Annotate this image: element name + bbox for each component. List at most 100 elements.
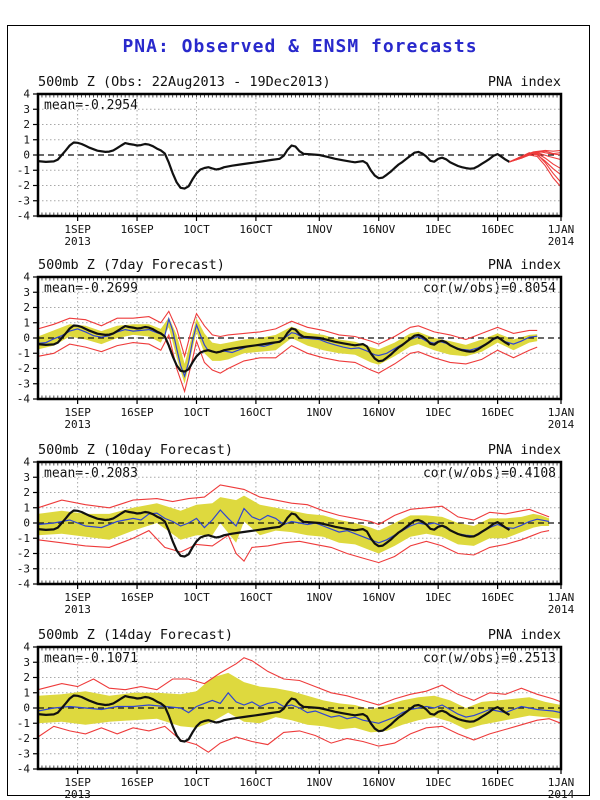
svg-text:1: 1 (23, 501, 30, 514)
panel-3-frame (36, 460, 563, 586)
svg-text:-4: -4 (17, 578, 31, 591)
panel-2-y-caption: PNA index (487, 257, 561, 273)
svg-text:1: 1 (23, 316, 30, 329)
svg-text:2: 2 (23, 301, 30, 314)
svg-text:1SEP: 1SEP (64, 406, 91, 419)
panel-4-y-caption: PNA index (487, 627, 561, 643)
panel-4-frame (36, 645, 563, 771)
svg-text:16NOV: 16NOV (362, 591, 395, 604)
svg-text:4: 4 (23, 456, 30, 469)
svg-text:3: 3 (23, 471, 30, 484)
svg-text:16NOV: 16NOV (362, 776, 395, 789)
svg-text:1OCT: 1OCT (183, 591, 210, 604)
svg-text:16DEC: 16DEC (481, 406, 514, 419)
panel-3-title: 500mb Z (10day Forecast) (38, 442, 234, 458)
svg-text:1DEC: 1DEC (425, 406, 452, 419)
svg-text:0: 0 (23, 332, 30, 345)
page-border (7, 25, 590, 796)
svg-text:-3: -3 (17, 747, 30, 760)
svg-text:2014: 2014 (548, 418, 575, 431)
svg-text:0: 0 (23, 149, 30, 162)
panel-1-frame (36, 92, 563, 218)
svg-text:16OCT: 16OCT (239, 223, 272, 236)
panel-4-envelope (37, 657, 562, 753)
svg-text:-1: -1 (17, 347, 30, 360)
panel-1-y-caption: PNA index (487, 74, 561, 90)
svg-text:16SEP: 16SEP (120, 776, 153, 789)
svg-text:0: 0 (23, 702, 30, 715)
svg-text:-1: -1 (17, 717, 30, 730)
panel-3-ensemble-band (38, 495, 550, 554)
panel-1-header: 500mb Z (Obs: 22Aug2013 - 19Dec2013) PNA… (38, 74, 561, 90)
svg-text:-2: -2 (17, 547, 30, 560)
svg-text:3: 3 (23, 656, 30, 669)
panel-3-y-caption: PNA index (487, 442, 561, 458)
svg-text:2: 2 (23, 671, 30, 684)
svg-text:-1: -1 (17, 164, 30, 177)
panel-3-observed-line (37, 509, 511, 558)
svg-text:0: 0 (23, 517, 30, 530)
panel-2-frame (36, 275, 563, 401)
svg-text:-2: -2 (17, 179, 30, 192)
svg-text:1JAN: 1JAN (548, 406, 575, 419)
panel-1-grid (38, 94, 562, 216)
svg-text:1NOV: 1NOV (306, 591, 333, 604)
svg-text:2: 2 (23, 118, 30, 131)
svg-text:1NOV: 1NOV (306, 776, 333, 789)
svg-text:1JAN: 1JAN (548, 223, 575, 236)
svg-text:-4: -4 (17, 763, 31, 776)
svg-text:16OCT: 16OCT (239, 406, 272, 419)
panel-4-forecast-mean-line (37, 691, 562, 724)
svg-text:16OCT: 16OCT (239, 591, 272, 604)
svg-text:2013: 2013 (64, 235, 91, 248)
svg-text:-3: -3 (17, 562, 30, 575)
svg-text:3: 3 (23, 286, 30, 299)
svg-text:1OCT: 1OCT (183, 406, 210, 419)
svg-text:1DEC: 1DEC (425, 591, 452, 604)
svg-text:1NOV: 1NOV (306, 406, 333, 419)
panel-1-ensemble-members (509, 149, 562, 188)
svg-text:1SEP: 1SEP (64, 776, 91, 789)
svg-text:-4: -4 (17, 210, 31, 223)
svg-text:2014: 2014 (548, 603, 575, 616)
svg-text:4: 4 (23, 641, 30, 654)
svg-text:1NOV: 1NOV (306, 223, 333, 236)
svg-text:2013: 2013 (64, 603, 91, 616)
panel-2-title: 500mb Z (7day Forecast) (38, 257, 225, 273)
svg-text:2014: 2014 (548, 235, 575, 248)
svg-text:2013: 2013 (64, 788, 91, 800)
svg-text:16SEP: 16SEP (120, 591, 153, 604)
svg-text:1JAN: 1JAN (548, 591, 575, 604)
svg-text:4: 4 (23, 88, 30, 101)
panel-3-header: 500mb Z (10day Forecast) PNA index (38, 442, 561, 458)
panel-2-observed-line (37, 324, 511, 373)
svg-text:1: 1 (23, 133, 30, 146)
svg-text:1: 1 (23, 686, 30, 699)
svg-text:-3: -3 (17, 377, 30, 390)
svg-text:2: 2 (23, 486, 30, 499)
svg-text:-2: -2 (17, 732, 30, 745)
svg-text:1JAN: 1JAN (548, 776, 575, 789)
svg-text:16DEC: 16DEC (481, 223, 514, 236)
panel-3-envelope (37, 484, 550, 564)
svg-text:16NOV: 16NOV (362, 406, 395, 419)
svg-text:16DEC: 16DEC (481, 591, 514, 604)
svg-text:1SEP: 1SEP (64, 591, 91, 604)
panel-4-title: 500mb Z (14day Forecast) (38, 627, 234, 643)
svg-text:2013: 2013 (64, 418, 91, 431)
svg-text:-4: -4 (17, 393, 31, 406)
svg-text:16SEP: 16SEP (120, 406, 153, 419)
panel-4-header: 500mb Z (14day Forecast) PNA index (38, 627, 561, 643)
svg-text:2014: 2014 (548, 788, 575, 800)
svg-text:1DEC: 1DEC (425, 223, 452, 236)
svg-text:-2: -2 (17, 362, 30, 375)
